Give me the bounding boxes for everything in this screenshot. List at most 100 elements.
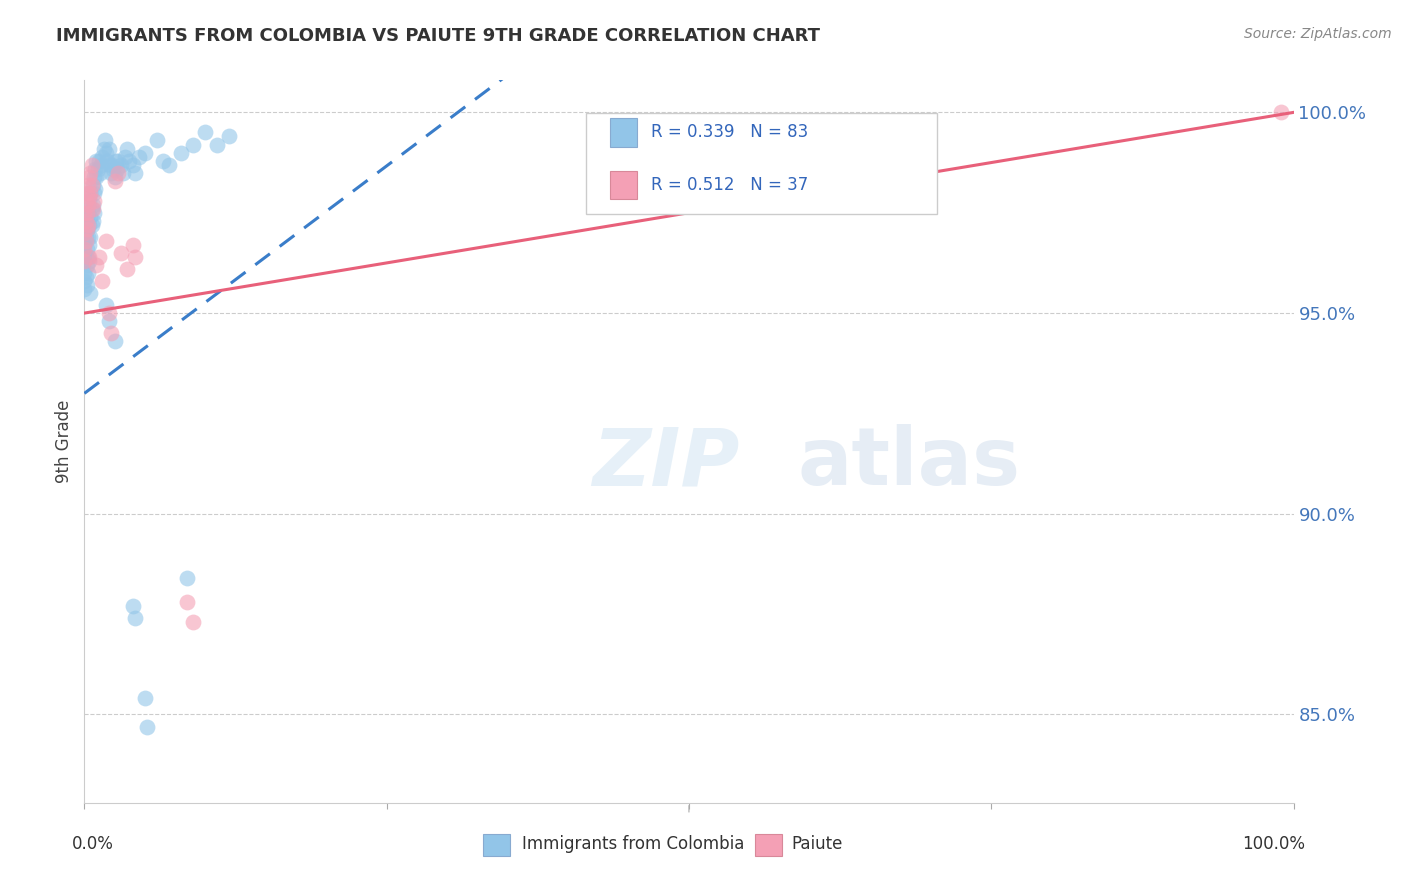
Point xyxy=(79,186,101,200)
Point xyxy=(75,214,97,228)
Point xyxy=(87,153,110,168)
Point xyxy=(110,158,132,172)
Point xyxy=(79,166,101,180)
Text: Immigrants from Colombia: Immigrants from Colombia xyxy=(522,835,744,853)
Point xyxy=(77,266,100,280)
Point xyxy=(77,218,100,232)
Point xyxy=(84,182,107,196)
Point xyxy=(73,238,96,252)
Point xyxy=(77,230,100,244)
Point xyxy=(104,334,127,349)
Point xyxy=(83,194,105,208)
Point xyxy=(94,234,117,248)
Point xyxy=(104,169,127,184)
Point xyxy=(82,178,104,192)
Text: 0.0%: 0.0% xyxy=(72,835,114,854)
Point xyxy=(73,254,96,268)
Point xyxy=(100,326,122,341)
Point xyxy=(115,262,138,277)
Point xyxy=(79,186,101,200)
Point xyxy=(121,599,143,614)
Point xyxy=(77,238,100,252)
Point xyxy=(114,150,136,164)
Point xyxy=(75,234,97,248)
Point xyxy=(84,161,107,176)
Point xyxy=(73,206,96,220)
Point xyxy=(157,158,180,172)
Point xyxy=(101,158,124,172)
Point xyxy=(79,230,101,244)
Point xyxy=(118,153,141,168)
Point xyxy=(73,282,96,296)
Point xyxy=(75,194,97,208)
FancyBboxPatch shape xyxy=(586,112,936,214)
Point xyxy=(93,142,115,156)
Point xyxy=(107,166,129,180)
Point xyxy=(121,238,143,252)
Point xyxy=(181,615,204,630)
Point xyxy=(83,206,105,220)
Point xyxy=(86,169,108,184)
Point xyxy=(79,210,101,224)
Point xyxy=(82,198,104,212)
Point xyxy=(77,218,100,232)
Point xyxy=(73,210,96,224)
Point xyxy=(94,298,117,312)
FancyBboxPatch shape xyxy=(755,834,782,855)
Text: R = 0.512   N = 37: R = 0.512 N = 37 xyxy=(651,176,808,194)
Point xyxy=(170,145,193,160)
Point xyxy=(91,150,114,164)
Point xyxy=(79,286,101,301)
Text: IMMIGRANTS FROM COLOMBIA VS PAIUTE 9TH GRADE CORRELATION CHART: IMMIGRANTS FROM COLOMBIA VS PAIUTE 9TH G… xyxy=(56,27,820,45)
Point xyxy=(1270,105,1292,120)
Point xyxy=(98,158,121,172)
Point xyxy=(112,166,135,180)
Point xyxy=(76,206,98,220)
Point xyxy=(218,129,240,144)
Point xyxy=(86,153,108,168)
Point xyxy=(73,242,96,256)
Text: R = 0.339   N = 83: R = 0.339 N = 83 xyxy=(651,123,808,141)
Point xyxy=(76,222,98,236)
Point xyxy=(73,254,96,268)
Point xyxy=(176,595,198,609)
Text: atlas: atlas xyxy=(797,425,1021,502)
Point xyxy=(73,274,96,288)
Point xyxy=(146,134,169,148)
Point xyxy=(97,306,120,320)
Point xyxy=(104,174,127,188)
Point xyxy=(134,145,156,160)
Point xyxy=(73,226,96,240)
Point xyxy=(76,186,98,200)
FancyBboxPatch shape xyxy=(610,170,637,200)
Point xyxy=(76,242,98,256)
Point xyxy=(194,126,217,140)
Point xyxy=(136,720,159,734)
Point xyxy=(77,250,100,264)
FancyBboxPatch shape xyxy=(610,118,637,147)
Point xyxy=(103,161,125,176)
Text: Paiute: Paiute xyxy=(792,835,844,853)
Point xyxy=(76,222,98,236)
Point xyxy=(128,150,150,164)
Point xyxy=(124,250,146,264)
Point xyxy=(80,202,103,216)
Point xyxy=(115,142,138,156)
FancyBboxPatch shape xyxy=(484,834,510,855)
Text: ZIP: ZIP xyxy=(592,425,740,502)
Point xyxy=(96,153,118,168)
Point xyxy=(134,691,156,706)
Point xyxy=(94,145,117,160)
Point xyxy=(77,250,100,264)
Point xyxy=(97,314,120,328)
Point xyxy=(80,218,103,232)
Point xyxy=(107,153,129,168)
Point xyxy=(86,258,108,272)
Point xyxy=(76,278,98,293)
Point xyxy=(87,250,110,264)
Point xyxy=(75,250,97,264)
Point xyxy=(76,258,98,272)
Point xyxy=(94,134,117,148)
Point xyxy=(77,178,100,192)
Point xyxy=(152,153,174,168)
